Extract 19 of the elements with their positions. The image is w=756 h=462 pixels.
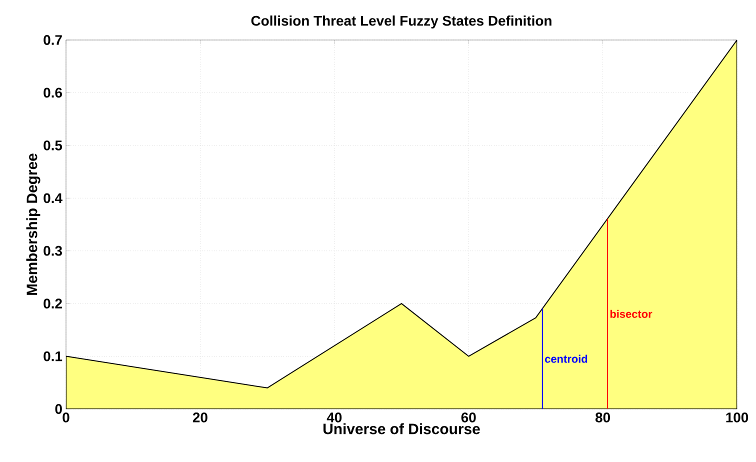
y-tick-label: 0.5: [44, 140, 62, 150]
y-tick-label: 0: [55, 404, 62, 414]
x-tick-label: 60: [461, 412, 476, 422]
y-tick-label: 0.1: [44, 351, 62, 362]
y-tick-label: 0.4: [44, 193, 62, 204]
y-axis-title: Membership Degree: [26, 154, 40, 295]
y-tick-label: 0.7: [44, 35, 62, 45]
x-tick-label: 0: [62, 412, 70, 422]
x-axis-title: Universe of Discourse: [323, 423, 480, 434]
y-tick-label: 0.6: [44, 88, 62, 98]
ref-line-label: centroid: [545, 354, 588, 363]
x-tick-label: 20: [192, 412, 208, 422]
x-tick-label: 100: [726, 412, 748, 422]
x-tick-label: 80: [595, 412, 610, 422]
y-tick-label: 0.3: [44, 246, 62, 256]
chart-title: Collision Threat Level Fuzzy States Definition: [251, 16, 552, 28]
ref-line-label: bisector: [610, 310, 652, 318]
y-tick-label: 0.2: [44, 298, 62, 309]
x-tick-label: 40: [326, 412, 342, 422]
